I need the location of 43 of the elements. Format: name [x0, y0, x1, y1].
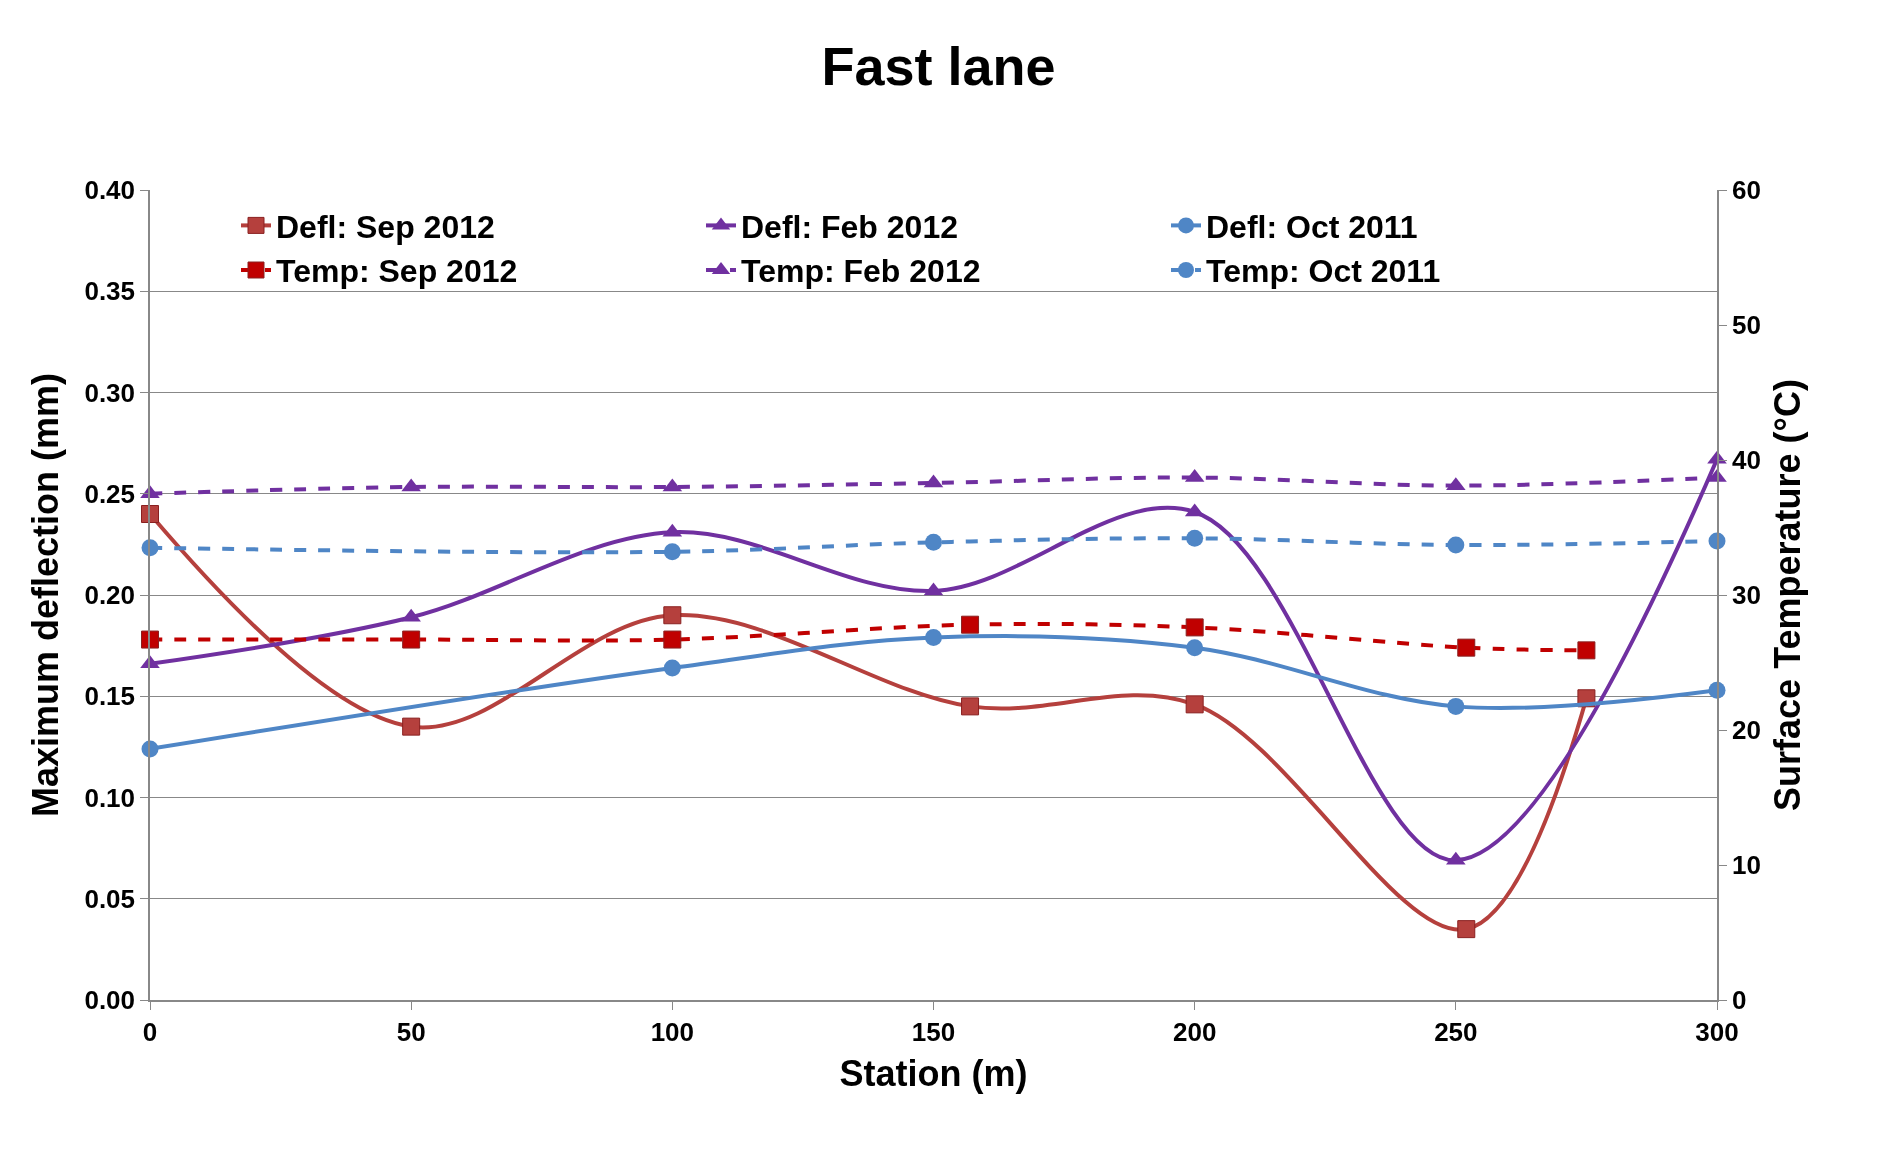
legend-label: Temp: Feb 2012 — [741, 253, 981, 290]
y-tick-label: 0.20 — [84, 580, 136, 611]
x-tick-label: 250 — [1434, 1016, 1478, 1047]
x-tick-label: 50 — [396, 1016, 426, 1047]
y2-tick-label: 50 — [1731, 310, 1761, 341]
x-axis-title: Station (m) — [839, 1053, 1028, 1095]
legend-label: Defl: Feb 2012 — [741, 208, 958, 245]
y2-tick-label: 10 — [1731, 850, 1761, 881]
point — [401, 608, 421, 622]
point — [1447, 697, 1465, 715]
x-tick-label: 0 — [142, 1016, 158, 1047]
y2-tick-label: 30 — [1731, 580, 1761, 611]
y-tick-label: 0.00 — [84, 985, 136, 1016]
y-tick-label: 0.40 — [84, 175, 136, 206]
y-tick-label: 0.15 — [84, 681, 136, 712]
point — [961, 697, 980, 716]
point — [1185, 695, 1204, 714]
y-axis-title: Maximum deflection (mm) — [24, 372, 66, 818]
x-tick-label: 200 — [1172, 1016, 1217, 1047]
y-tick-label: 0.25 — [84, 478, 136, 509]
y2-axis-title: Surface Temperature (°C) — [1767, 379, 1809, 811]
point — [1186, 639, 1204, 657]
y2-tick-label: 40 — [1731, 445, 1761, 476]
y2-tick-label: 60 — [1731, 175, 1761, 206]
x-tick-label: 150 — [911, 1016, 956, 1047]
point — [402, 717, 421, 736]
legend-label: Defl: Oct 2011 — [1206, 208, 1418, 245]
y2-tick-label: 20 — [1731, 715, 1761, 746]
point — [663, 659, 681, 677]
y-tick-label: 0.05 — [84, 883, 136, 914]
x-tick-label: 300 — [1695, 1016, 1739, 1047]
point — [1457, 920, 1476, 939]
point — [925, 629, 942, 647]
point — [663, 606, 682, 625]
legend-label: Temp: Oct 2011 — [1206, 253, 1441, 290]
y2-tick-label: 0 — [1731, 985, 1747, 1016]
legend-label: Temp: Sep 2012 — [276, 253, 518, 290]
chart-title: Fast lane — [821, 35, 1056, 96]
y-tick-label: 0.10 — [84, 782, 136, 813]
legend-label: Defl: Sep 2012 — [276, 208, 495, 245]
y-tick-label: 0.30 — [84, 377, 136, 408]
y-tick-label: 0.35 — [84, 276, 136, 307]
x-tick-label: 100 — [650, 1016, 695, 1047]
